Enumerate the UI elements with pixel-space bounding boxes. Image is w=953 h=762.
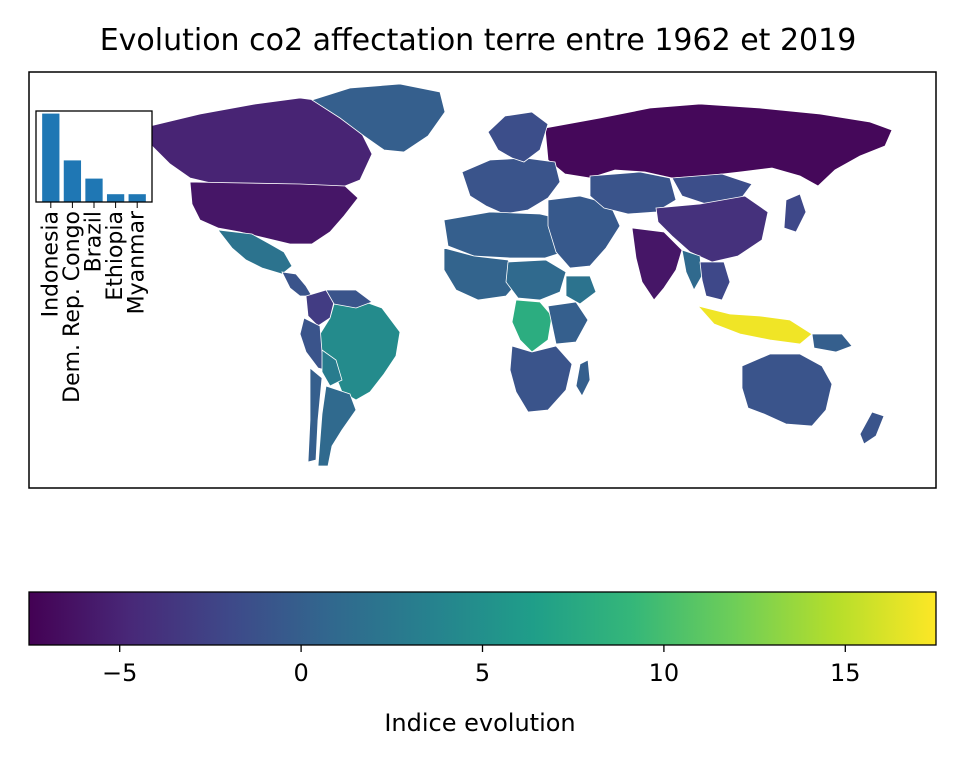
country-new-zealand [859, 411, 885, 445]
country-japan [783, 193, 807, 233]
bar-myanmar [128, 194, 146, 202]
country-canada [149, 97, 373, 189]
map-axes [28, 71, 937, 489]
colorbar-label: Indice evolution [384, 709, 575, 737]
country-chile [307, 367, 323, 463]
country-central-america [281, 271, 313, 297]
map-frame [28, 71, 937, 489]
inset-tick-label: Brazil [82, 211, 107, 272]
colorbar-tick-label: 15 [830, 659, 861, 687]
country-argentina [317, 385, 357, 467]
country-myanmar [681, 249, 703, 291]
country-madagascar [575, 359, 591, 397]
country-scandinavia [487, 111, 549, 163]
country-australia [741, 353, 833, 427]
colorbar: −5 0 5 10 15 Indice evolution [28, 591, 937, 737]
colorbar-tick-label: 0 [293, 659, 308, 687]
country-indonesia [696, 305, 813, 345]
country-venezuela [325, 289, 373, 309]
country-regions [149, 83, 893, 467]
bar-ethiopia [106, 194, 125, 202]
country-india [631, 227, 683, 301]
inset-tick-label: Myanmar [125, 210, 150, 314]
colorbar-tick-label: −5 [102, 659, 137, 687]
inset-tick-label: Ethiopia [103, 211, 128, 301]
country-russia [544, 103, 893, 187]
country-papua-new-guinea [811, 333, 853, 353]
country-ethiopia [565, 275, 597, 305]
inset-bars [42, 113, 146, 202]
bar-brazil [85, 178, 103, 202]
country-west-africa [443, 247, 521, 301]
colorbar-ticks: −5 0 5 10 15 [102, 645, 861, 687]
chart-title: Evolution co2 affectation terre entre 19… [100, 23, 857, 58]
country-united-states [189, 181, 359, 245]
country-central-asia [589, 171, 677, 215]
country-southern-africa [509, 345, 573, 413]
country-east-africa [547, 301, 589, 345]
inset-tick-label: Indonesia [38, 211, 63, 317]
country-greenland [311, 83, 446, 153]
colorbar-tick-label: 10 [649, 659, 680, 687]
bar-indonesia [42, 113, 60, 202]
country-dem-rep-congo [511, 299, 553, 353]
colorbar-tick-label: 5 [475, 659, 490, 687]
inset-tick-label: Dem. Rep. Congo [60, 211, 85, 403]
country-europe [461, 157, 561, 215]
colorbar-gradient [29, 592, 936, 645]
country-southeast-asia [699, 261, 731, 301]
country-mexico [217, 229, 293, 275]
country-china [655, 195, 769, 263]
country-central-africa [505, 259, 567, 301]
country-bolivia [321, 349, 343, 387]
bar-dem-rep-congo [63, 160, 82, 202]
